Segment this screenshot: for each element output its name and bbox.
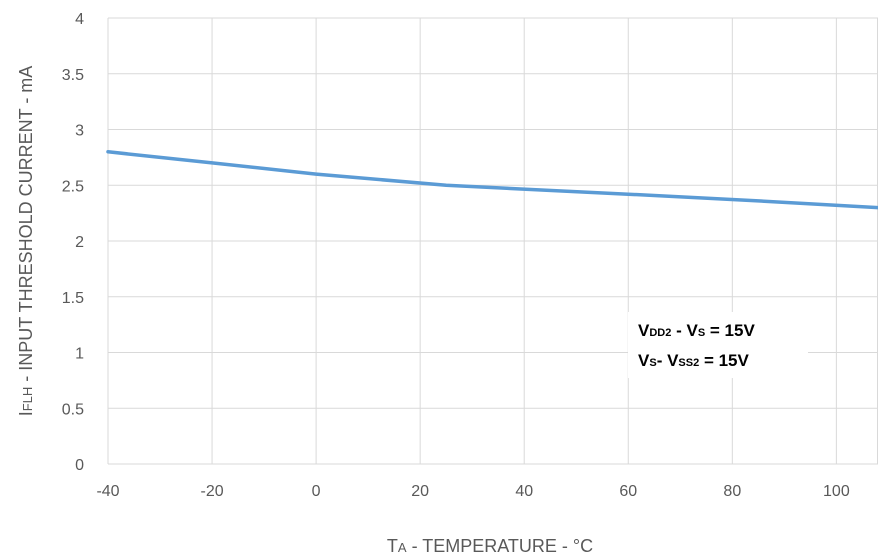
y-tick-label: 3.5: [62, 67, 84, 84]
x-tick-label: 40: [515, 483, 533, 500]
annotation-line-1: VDD2 - VS = 15V: [638, 321, 755, 340]
x-tick-label: -40: [96, 483, 119, 500]
series-group: [106, 150, 878, 210]
x-tick-label: 20: [411, 483, 429, 500]
y-tick-label: 4: [75, 11, 84, 28]
y-axis-title: IFLH - INPUT THRESHOLD CURRENT - mA: [16, 66, 36, 417]
y-tick-label: 0.5: [62, 401, 84, 418]
y-axis-ticks: 0 0.5 1 1.5 2 2.5 3 3.5 4: [62, 11, 84, 474]
x-axis-ticks: -40 -20 0 20 40 60 80 100: [96, 483, 849, 500]
y-tick-label: 3: [75, 123, 84, 140]
x-tick-label: 80: [723, 483, 741, 500]
grid-lines: [107, 17, 878, 465]
y-tick-label: 1: [75, 346, 84, 363]
annotation-line-2: VS- VSS2 = 15V: [638, 351, 749, 370]
y-tick-label: 1.5: [62, 290, 84, 307]
series-line: [106, 150, 878, 210]
x-tick-label: 0: [312, 483, 321, 500]
x-tick-label: -20: [200, 483, 223, 500]
y-tick-label: 0: [75, 457, 84, 474]
y-tick-label: 2.5: [62, 178, 84, 195]
y-tick-label: 2: [75, 234, 84, 251]
condition-annotation: VDD2 - VS = 15V VS- VSS2 = 15V: [628, 312, 808, 378]
x-axis-title: TA - TEMPERATURE - °C: [387, 536, 593, 556]
x-tick-label: 100: [823, 483, 850, 500]
x-tick-label: 60: [619, 483, 637, 500]
